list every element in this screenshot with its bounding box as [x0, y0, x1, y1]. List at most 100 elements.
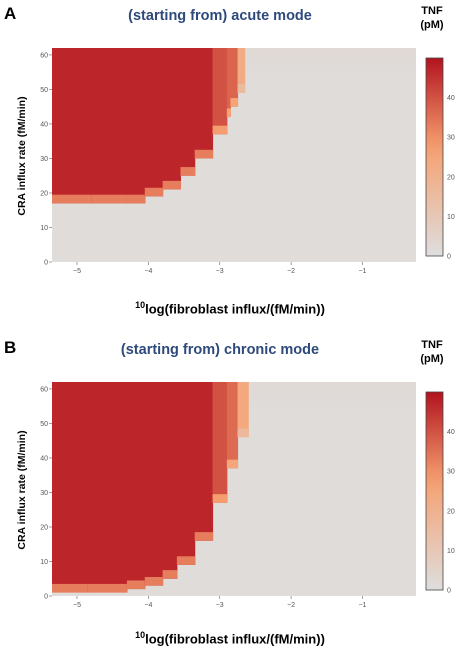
panel-b: B (starting from) chronic mode TNF (pM) … [0, 334, 462, 662]
heatmap-cell-faint [244, 398, 416, 403]
heatmap-cell [162, 48, 181, 190]
heatmap-cell-edge [230, 98, 239, 107]
x-tick-label: −4 [144, 602, 152, 609]
y-tick-label: 20 [40, 524, 48, 531]
heatmap-cell [180, 48, 196, 176]
heatmap-cell-faint [244, 68, 416, 73]
y-tick-label: 60 [40, 386, 48, 393]
y-axis-label: CRA influx rate (fM/min) [16, 430, 28, 550]
x-tick-label: −1 [358, 268, 366, 275]
y-tick-label: 0 [44, 260, 48, 267]
x-tick-label: −3 [216, 602, 224, 609]
y-tick-label: 0 [44, 594, 48, 601]
y-tick-label: 50 [40, 87, 48, 94]
colorbar-tick-label: 30 [447, 135, 455, 142]
heatmap-cell-faint [244, 64, 416, 69]
heatmap-cell [91, 48, 128, 204]
y-tick-label: 50 [40, 421, 48, 428]
y-tick-label: 40 [40, 121, 48, 128]
x-tick-label: −5 [73, 602, 81, 609]
heatmap-cell [237, 48, 246, 93]
heatmap-cell [230, 48, 239, 107]
heatmap-cell-edge [212, 494, 228, 503]
heatmap-cell-edge [194, 532, 214, 541]
heatmap-cell [126, 382, 146, 590]
heatmap-cell-edge [162, 180, 181, 190]
x-tick-label: −5 [73, 268, 81, 275]
heatmap-cell-faint [244, 386, 416, 391]
chart-title: (starting from) acute mode [128, 8, 312, 24]
heatmap-cell-faint [244, 48, 416, 53]
x-tick-label: −2 [287, 268, 295, 275]
heatmap-cell-edge [144, 577, 164, 586]
panel-a: A (starting from) acute mode TNF (pM) −5… [0, 0, 462, 328]
colorbar-title: TNF (pM) [404, 4, 460, 32]
colorbar-tick-label: 20 [447, 174, 455, 181]
heatmap-cell-faint [244, 390, 416, 395]
heatmap-cell-edge [91, 194, 128, 204]
y-tick-label: 10 [40, 559, 48, 566]
y-tick-label: 10 [40, 225, 48, 232]
chart-title: (starting from) chronic mode [120, 342, 320, 358]
colorbar-tick-label: 10 [447, 548, 455, 555]
colorbar-tick-label: 30 [447, 469, 455, 476]
heatmap-cell [144, 382, 164, 586]
heatmap-cell [144, 48, 164, 197]
heatmap-cell [226, 382, 239, 469]
heatmap-cell [176, 382, 196, 565]
panel-letter: B [4, 338, 17, 357]
colorbar-tick-label: 10 [447, 214, 455, 221]
heatmap-cell [52, 382, 89, 593]
y-tick-label: 60 [40, 52, 48, 59]
y-axis-label: CRA influx rate (fM/min) [16, 96, 28, 216]
x-tick-label: −2 [287, 602, 295, 609]
x-axis-label: 10log(fibroblast influx/(fM/min)) [60, 630, 400, 646]
colorbar-title-line2: (pM) [420, 19, 444, 31]
heatmap-cell-edge [176, 556, 196, 565]
colorbar-title-line2: (pM) [420, 353, 444, 365]
x-axis-label-superscript: 10 [135, 300, 146, 310]
heatmap-cell [52, 48, 92, 204]
heatmap-chart: −5 −4 −3 −2 −1 0 10 20 30 40 50 60 0 10 20 30 40 [40, 382, 455, 609]
heatmap-cell [87, 382, 128, 593]
y-tick-label: 40 [40, 455, 48, 462]
heatmap-cell [237, 382, 249, 438]
heatmap-cell-edge [237, 428, 249, 438]
colorbar-title: TNF (pM) [404, 338, 460, 366]
heatmap-cell-faint [244, 394, 416, 399]
colorbar-title-line1: TNF [421, 339, 443, 351]
colorbar [425, 57, 444, 257]
colorbar [425, 391, 444, 591]
colorbar-tick-label: 40 [447, 429, 455, 436]
heatmap-cell-edge [144, 187, 164, 197]
heatmap-cell-edge [162, 570, 178, 579]
heatmap-cell-edge [226, 108, 231, 118]
colorbar-title-line1: TNF [421, 5, 443, 17]
heatmap-cell [194, 48, 214, 159]
heatmap-cell-edge [52, 194, 92, 204]
heatmap-cell [194, 382, 214, 541]
x-axis-label: 10log(fibroblast influx/(fM/min)) [60, 300, 400, 316]
heatmap-cell-faint [244, 402, 416, 407]
y-tick-label: 30 [40, 156, 48, 163]
y-tick-label: 30 [40, 490, 48, 497]
heatmap-cell-edge [52, 583, 89, 593]
colorbar-tick-label: 0 [447, 254, 451, 261]
x-axis-label-superscript: 10 [135, 630, 146, 640]
x-tick-label: −4 [144, 268, 152, 275]
heatmap-cell-edge [126, 580, 146, 590]
colorbar-tick-label: 20 [447, 508, 455, 515]
x-tick-label: −1 [358, 602, 366, 609]
heatmap-cell-edge [237, 84, 246, 93]
heatmap-cell-faint [244, 60, 416, 65]
heatmap-cell [126, 48, 146, 204]
colorbar-tick-label: 40 [447, 95, 455, 102]
panel-letter: A [4, 4, 17, 23]
heatmap-cell-edge [180, 167, 196, 176]
heatmap-chart: −5 −4 −3 −2 −1 0 10 20 30 40 50 60 0 10 20 30 40 [40, 48, 455, 275]
heatmap-cell-faint [244, 382, 416, 387]
x-axis-label-text: log(fibroblast influx/(fM/min)) [145, 301, 325, 317]
heatmap-cell [212, 382, 228, 503]
heatmap-cell [212, 48, 228, 135]
x-tick-label: −3 [216, 268, 224, 275]
